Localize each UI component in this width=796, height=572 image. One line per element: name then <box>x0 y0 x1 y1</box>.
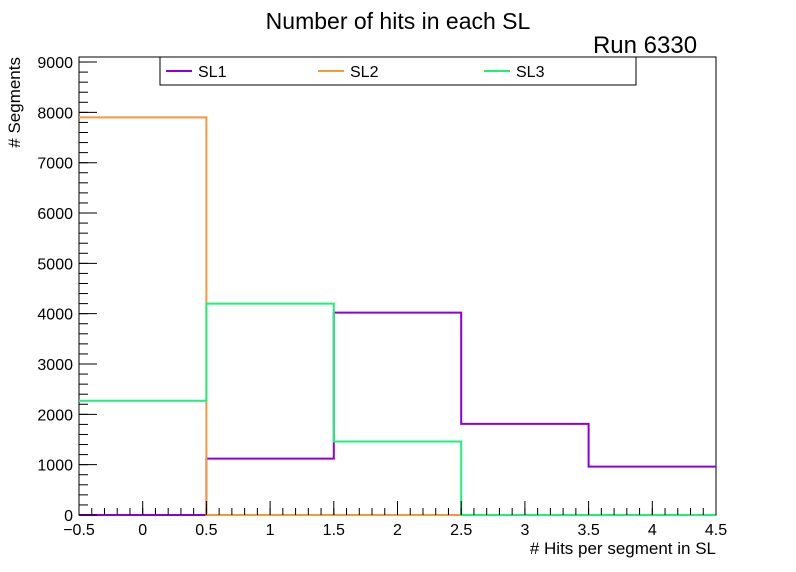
x-tick-label: 1.5 <box>323 522 345 539</box>
x-axis-label: # Hits per segment in SL <box>530 539 716 558</box>
plot-frame <box>78 56 717 516</box>
y-tick-label: 6000 <box>37 206 73 223</box>
legend-label-sl2: SL2 <box>350 64 379 81</box>
y-tick-label: 2000 <box>37 407 73 424</box>
y-axis-label: # Segments <box>5 57 24 148</box>
x-tick-label: −0.5 <box>63 522 95 539</box>
y-tick-label: 5000 <box>37 256 73 273</box>
series-sl3-line <box>79 302 716 516</box>
x-tick-label: 4 <box>648 522 657 539</box>
y-tick-label: 9000 <box>37 55 73 72</box>
y-tick-label: 4000 <box>37 307 73 324</box>
run-label: Run 6330 <box>593 32 697 59</box>
x-tick-label: 2 <box>393 522 402 539</box>
y-tick-label: 8000 <box>37 105 73 122</box>
x-tick-label: 3.5 <box>577 522 599 539</box>
series-sl2-line <box>79 116 716 516</box>
x-tick-label: 0.5 <box>195 522 217 539</box>
y-tick-label: 7000 <box>37 156 73 173</box>
x-tick-label: 3 <box>520 522 529 539</box>
series-sl1-line <box>79 311 716 516</box>
x-tick-label: 4.5 <box>705 522 727 539</box>
legend-box <box>159 56 637 86</box>
x-tick-label: 1 <box>266 522 275 539</box>
y-tick-label: 0 <box>64 508 73 525</box>
legend: SL1 SL2 SL3 <box>159 56 637 86</box>
x-tick-label: 0 <box>138 522 147 539</box>
legend-label-sl1: SL1 <box>198 64 227 81</box>
axis-layer: −0.5 0 0.5 1 1.5 2 2.5 3 3.5 4 4.50100020003000400… <box>37 55 727 539</box>
legend-label-sl3: SL3 <box>516 64 545 81</box>
y-tick-label: 3000 <box>37 357 73 374</box>
series-layer <box>79 116 716 516</box>
x-tick-label: 2.5 <box>450 522 472 539</box>
y-tick-label: 1000 <box>37 458 73 475</box>
chart-title: Number of hits in each SL <box>266 8 531 34</box>
